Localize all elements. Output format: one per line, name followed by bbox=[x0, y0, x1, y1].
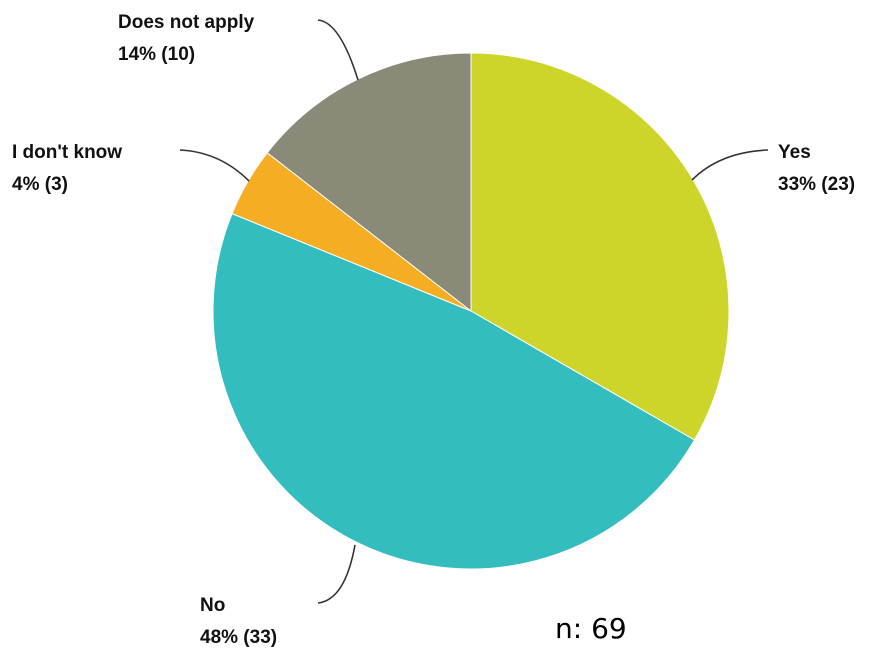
leader-line bbox=[317, 544, 356, 604]
slice-label-value: 48% (33) bbox=[200, 627, 277, 648]
slice-label-value: 33% (23) bbox=[778, 174, 855, 195]
slice-label-name: I don't know bbox=[12, 142, 122, 163]
leader-line bbox=[179, 149, 250, 182]
pie-slice-yes bbox=[470, 52, 730, 441]
leader-line bbox=[691, 149, 769, 181]
sample-size-label: n: 69 bbox=[555, 612, 627, 645]
slice-label-value: 4% (3) bbox=[12, 174, 68, 195]
slice-label: Does not apply 14% (10) bbox=[118, 12, 255, 65]
leader-line bbox=[317, 19, 359, 81]
slice-label-name: Does not apply bbox=[118, 12, 255, 33]
slice-label: No 48% (33) bbox=[200, 595, 277, 648]
slice-label: Yes 33% (23) bbox=[778, 142, 855, 195]
slice-label-name: No bbox=[200, 595, 225, 616]
slice-label: I don't know 4% (3) bbox=[12, 142, 122, 195]
slice-label-value: 14% (10) bbox=[118, 44, 195, 65]
slice-label-name: Yes bbox=[778, 142, 811, 163]
pie-slice-no bbox=[212, 212, 696, 570]
